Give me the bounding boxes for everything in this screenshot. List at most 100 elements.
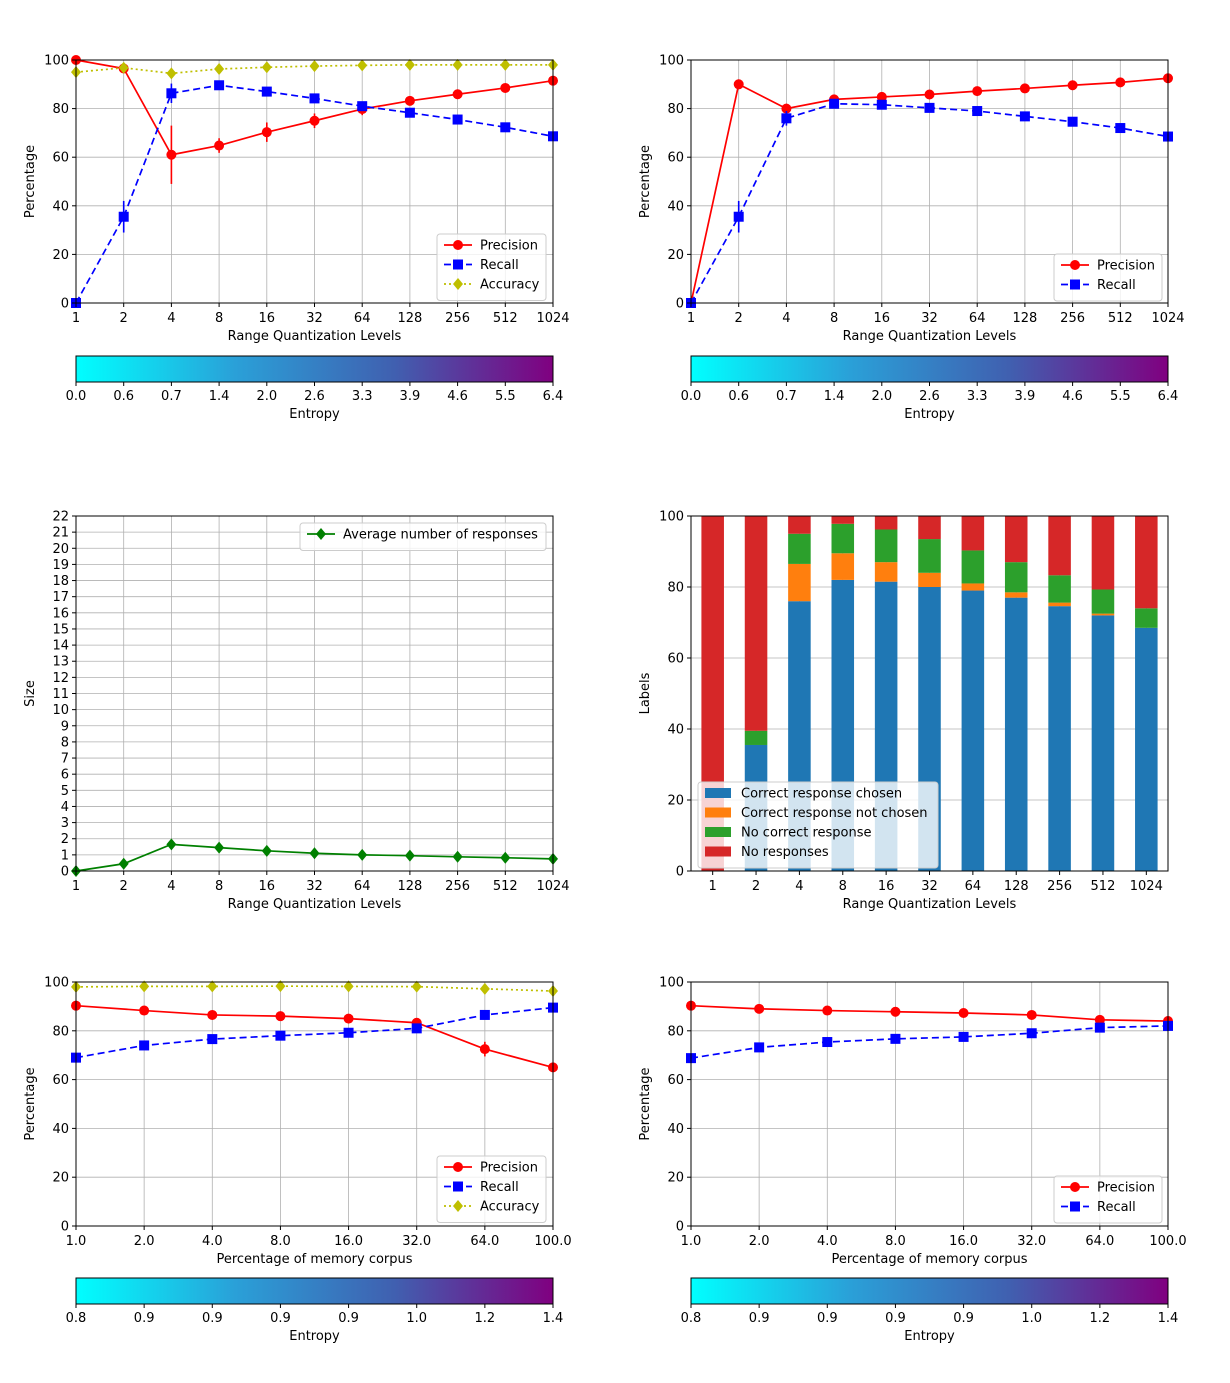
x-tick-label: 1024: [536, 311, 569, 326]
x-tick-label: 16.0: [949, 1234, 978, 1249]
x-tick-label: 2: [735, 311, 743, 326]
legend-swatch: [705, 846, 731, 857]
x-tick-label: 4.0: [202, 1234, 223, 1249]
data-point: [781, 103, 792, 114]
legend-marker: [453, 278, 463, 290]
data-point: [404, 849, 415, 862]
y-tick-label: 40: [52, 1122, 69, 1137]
legend-swatch: [705, 807, 731, 818]
bar-segment: [831, 516, 855, 524]
data-point: [479, 1044, 490, 1055]
colorbar-tick-label: 6.4: [543, 389, 564, 404]
x-axis-label: Percentage of memory corpus: [831, 1252, 1027, 1267]
legend: Precision Recall: [1053, 253, 1163, 302]
legend-label: Average number of responses: [343, 528, 538, 543]
series-line: [690, 1025, 1169, 1059]
y-tick-label: 0: [676, 297, 684, 312]
y-tick-label: 10: [52, 703, 69, 718]
data-point: [479, 982, 490, 995]
legend-label: Precision: [1097, 1181, 1155, 1196]
legend-label: Recall: [480, 1180, 519, 1195]
legend-label: Recall: [1097, 1200, 1136, 1215]
legend-label: Accuracy: [480, 278, 540, 293]
x-tick-label: 1.0: [681, 1234, 702, 1249]
x-tick-label: 2: [120, 311, 128, 326]
x-tick-label: 512: [493, 879, 518, 894]
colorbar: 0.8 0.9 0.9 0.9 0.9 1.0 1.2 1.4 Entropy: [66, 1277, 563, 1344]
colorbar-tick-label: 1.4: [209, 389, 230, 404]
colorbar-tick-label: 1.2: [475, 1311, 496, 1326]
bar-segment: [1004, 562, 1028, 593]
data-point: [1026, 1009, 1037, 1020]
colorbar-tick-label: 3.3: [352, 389, 373, 404]
series-line: [690, 1004, 1169, 1022]
bar-segment: [1091, 615, 1115, 871]
x-tick-label: 512: [1091, 879, 1116, 894]
data-point: [822, 1005, 833, 1016]
data-point: [207, 1009, 218, 1020]
chart-panel-3: 1 2 4 8 16 32 64 128 256 512 102401234567891011121…: [23, 510, 570, 913]
x-tick-label: 64.0: [470, 1234, 499, 1249]
data-point: [404, 58, 415, 71]
bar-segment: [918, 539, 941, 573]
legend-label: Recall: [480, 258, 519, 273]
data-point: [275, 980, 286, 993]
bar-segment: [961, 590, 985, 871]
data-point: [404, 107, 415, 118]
colorbar-tick-label: 1.0: [1021, 1311, 1042, 1326]
data-point: [754, 1042, 765, 1053]
x-tick-label: 1: [687, 311, 695, 326]
x-tick-label: 1024: [1151, 311, 1184, 326]
axes-frame: [75, 981, 554, 1227]
colorbar-tick-label: 0.6: [728, 389, 749, 404]
colorbar-tick-label: 2.0: [256, 389, 277, 404]
y-tick-label: 60: [52, 1073, 69, 1088]
data-point: [411, 1023, 422, 1034]
legend: Average number of responses: [299, 522, 547, 551]
y-tick-label: 40: [667, 723, 684, 738]
data-point: [166, 838, 177, 851]
legend-label: Correct response not chosen: [741, 806, 928, 821]
colorbar: 0.8 0.9 0.9 0.9 0.9 1.0 1.2 1.4 Entropy: [681, 1277, 1178, 1344]
colorbar-tick-label: 0.7: [776, 389, 797, 404]
bar-segment: [1091, 589, 1115, 614]
bar-segment: [744, 730, 768, 745]
colorbar-tick-label: 5.5: [495, 389, 516, 404]
x-tick-label: 16: [259, 879, 276, 894]
data-point: [972, 86, 983, 97]
bar-segment: [961, 516, 985, 551]
data-point: [733, 211, 744, 222]
bar-segment: [1048, 516, 1071, 576]
x-tick-label: 128: [397, 879, 422, 894]
bar-segment: [788, 533, 811, 564]
data-point: [214, 62, 225, 75]
legend-marker: [453, 240, 463, 250]
y-tick-label: 15: [52, 622, 69, 637]
chart-panel-6: 1.0 2.0 4.0 8.0 16.0 32.0 64.0 100.0 0 20 40 60 80 10…: [638, 976, 1187, 1345]
x-tick-label: 16: [878, 879, 895, 894]
data-point: [1094, 1014, 1105, 1025]
colorbar-tick-label: 1.4: [824, 389, 845, 404]
y-tick-label: 13: [52, 655, 69, 670]
colorbar-bar: [75, 1277, 554, 1305]
legend-label: Accuracy: [480, 1200, 540, 1215]
colorbar-tick-label: 3.9: [1015, 389, 1036, 404]
y-tick-label: 4: [61, 800, 69, 815]
data-point: [1067, 80, 1078, 91]
y-axis-label: Size: [23, 680, 38, 707]
x-tick-label: 2: [752, 879, 760, 894]
colorbar-tick-label: 4.6: [1062, 389, 1083, 404]
data-point: [733, 79, 744, 90]
y-tick-label: 60: [667, 1073, 684, 1088]
series-accuracy: [71, 980, 558, 998]
y-tick-label: 60: [52, 151, 69, 166]
data-point: [275, 1030, 286, 1041]
x-tick-label: 100.0: [1149, 1234, 1186, 1249]
bar-segment: [1091, 516, 1115, 590]
y-tick-label: 0: [61, 1220, 69, 1235]
x-tick-label: 64: [965, 879, 982, 894]
bar-segment: [1135, 627, 1158, 871]
y-tick-label: 6: [61, 768, 69, 783]
y-tick-label: 16: [52, 606, 69, 621]
